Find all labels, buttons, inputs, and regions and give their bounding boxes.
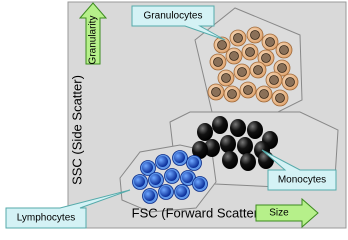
monocyte-cell <box>220 135 236 153</box>
diagram: Granularity SSC (Side Scatter) FSC (Forw… <box>5 1 347 229</box>
granulocyte-nucleus <box>277 63 287 73</box>
monocyte-cell <box>204 139 220 157</box>
y-axis-label: SSC (Side Scatter) <box>69 75 84 185</box>
lymphocyte-nucleus <box>160 186 171 197</box>
granulocyte-nucleus <box>227 89 237 99</box>
lymphocyte-nucleus <box>157 156 168 167</box>
granulocyte-nucleus <box>221 73 231 83</box>
cells <box>132 26 299 204</box>
x-axis-label: FSC (Forward Scatter) <box>132 205 263 220</box>
granulocyte-nucleus <box>213 57 223 67</box>
granulocyte-nucleus <box>243 85 253 95</box>
monocyte-cell <box>240 153 256 171</box>
granulocyte-nucleus <box>279 45 289 55</box>
monocyte-label: Monocytes <box>278 175 326 186</box>
granulocyte-nucleus <box>211 87 221 97</box>
monocyte-cell <box>237 137 253 155</box>
y-arrow-label: Granularity <box>88 16 99 65</box>
monocyte-cell <box>212 116 228 134</box>
granulocyte-nucleus <box>229 51 239 61</box>
monocyte-cell <box>192 141 208 159</box>
monocyte-cell <box>247 121 263 139</box>
monocyte-callout <box>261 149 337 191</box>
granulocyte-nucleus <box>253 65 263 75</box>
granulocyte-nucleus <box>250 30 260 40</box>
granulocyte-nucleus <box>217 40 227 50</box>
granulocyte-nucleus <box>261 53 271 63</box>
monocyte-cell <box>230 119 246 137</box>
granulocyte-nucleus <box>259 89 269 99</box>
lymphocyte-label: Lymphocytes <box>17 213 76 224</box>
monocyte-cell <box>222 151 238 169</box>
lymphocyte-nucleus <box>174 152 185 163</box>
granulocyte-nucleus <box>233 33 243 43</box>
granulocyte-callout <box>131 5 226 41</box>
lymphocyte-callout <box>5 189 131 229</box>
lymphocyte-nucleus <box>144 190 155 201</box>
monocyte-cell <box>197 123 213 141</box>
granulocyte-nucleus <box>285 77 295 87</box>
x-arrow <box>255 197 319 229</box>
lymphocyte-nucleus <box>194 178 205 189</box>
y-arrow <box>78 2 108 65</box>
lymphocyte-nucleus <box>134 176 145 187</box>
granulocyte-nucleus <box>275 93 285 103</box>
granulocyte-nucleus <box>245 47 255 57</box>
granulocyte-nucleus <box>237 67 247 77</box>
granulocyte-nucleus <box>265 37 275 47</box>
lymphocyte-nucleus <box>166 170 177 181</box>
lymphocyte-nucleus <box>182 172 193 183</box>
granulocyte-label: Granulocytes <box>144 11 203 22</box>
granulocyte-nucleus <box>269 75 279 85</box>
x-arrow-label: Size <box>269 208 289 219</box>
lymphocyte-nucleus <box>150 174 161 185</box>
lymphocyte-nucleus <box>142 162 153 173</box>
lymphocyte-nucleus <box>176 186 187 197</box>
lymphocyte-nucleus <box>188 157 199 168</box>
